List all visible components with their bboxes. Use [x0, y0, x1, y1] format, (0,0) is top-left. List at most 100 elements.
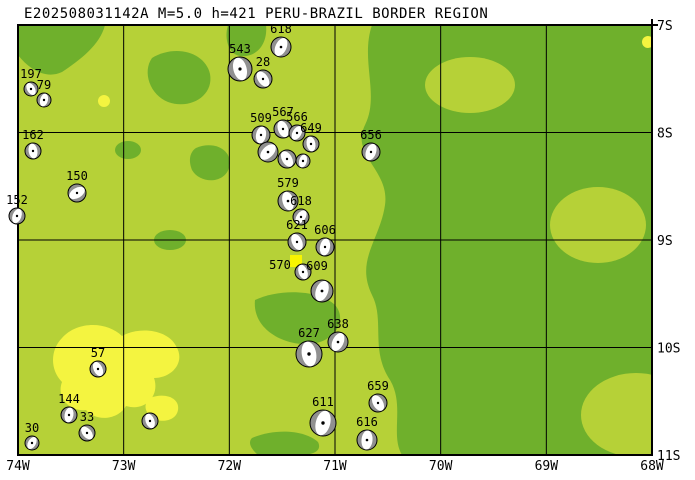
beachball-axis-dot — [96, 367, 100, 371]
focal-mechanism — [23, 81, 39, 97]
beachball-axis-dot — [30, 441, 34, 445]
terrain-highland-topcenter — [147, 51, 211, 105]
event-label: 618 — [290, 194, 312, 208]
event-label: 509 — [250, 111, 272, 125]
graticule — [18, 25, 652, 455]
beachball-axis-dot — [285, 157, 289, 161]
focal-mechanism — [89, 360, 107, 378]
focal-mechanism — [67, 183, 87, 203]
beachball-axis-dot — [148, 419, 152, 423]
focal-mechanism — [227, 56, 253, 82]
focal-mechanism — [253, 69, 273, 89]
event-label: 618 — [270, 22, 292, 36]
event-label: 152 — [6, 193, 28, 207]
focal-mechanism — [315, 237, 335, 257]
event-label: 649 — [300, 121, 322, 135]
beachball-axis-dot — [238, 67, 242, 71]
focal-mechanism — [287, 232, 307, 252]
event-label: 656 — [360, 128, 382, 142]
latitude-label: 7S — [657, 19, 673, 34]
focal-mechanism — [24, 435, 40, 451]
focal-mechanism — [277, 190, 299, 212]
event-label: 543 — [229, 42, 251, 56]
focal-mechanism — [294, 263, 312, 281]
focal-mechanism — [24, 142, 42, 160]
beachball-axis-dot — [67, 413, 71, 417]
event-label: 616 — [356, 415, 378, 429]
longitude-label: 74W — [6, 459, 30, 474]
longitude-label: 70W — [429, 459, 453, 474]
longitude-label: 73W — [112, 459, 136, 474]
event-label: 144 — [58, 392, 80, 406]
event-label: 150 — [66, 169, 88, 183]
beachball-axis-dot — [15, 214, 19, 218]
beachball-axis-dot — [286, 199, 290, 203]
beachball-axis-dot — [85, 431, 89, 435]
beachball-axis-dot — [321, 421, 325, 425]
beachball-axis-dot — [31, 149, 35, 153]
event-label: 57 — [91, 346, 105, 360]
terrain-lowland-hole — [581, 373, 652, 455]
longitude-label: 72W — [218, 459, 242, 474]
beachball-axis-dot — [42, 98, 46, 102]
latitude-label: 10S — [657, 342, 680, 357]
terrain-highland-patch — [226, 25, 267, 57]
focal-mechanism — [327, 331, 349, 353]
beachball-axis-dot — [266, 150, 270, 154]
terrain-highland-patch — [189, 145, 230, 181]
beachball-axis-dot — [259, 133, 263, 137]
terrain-yellow-spot — [98, 95, 110, 107]
beachball-axis-dot — [261, 77, 265, 81]
focal-mechanism — [356, 429, 378, 451]
event-label: 579 — [277, 176, 299, 190]
beachball-axis-dot — [295, 240, 299, 244]
event-label: 162 — [22, 128, 44, 142]
focal-mechanism — [310, 279, 334, 303]
map-frame — [17, 24, 653, 456]
event-label: 606 — [314, 223, 336, 237]
map-title: E202508031142A M=5.0 h=421 PERU-BRAZIL B… — [24, 6, 488, 22]
latitude-axis: 7S 8S 9S 10S 11S — [657, 19, 680, 464]
longitude-label: 71W — [323, 459, 347, 474]
longitude-axis: 74W 73W 72W 71W 70W 69W 68W — [6, 459, 664, 474]
beachball-axis-dot — [301, 159, 305, 163]
focal-mechanism — [251, 125, 271, 145]
event-label: 33 — [80, 410, 94, 424]
event-label: 570 — [269, 258, 291, 272]
longitude-label: 69W — [535, 459, 559, 474]
beachball-axis-dot — [376, 401, 380, 405]
focal-mechanism — [361, 142, 381, 162]
longitude-label: 68W — [640, 459, 664, 474]
focal-mechanism — [277, 149, 297, 169]
event-label: 611 — [312, 395, 334, 409]
focal-mechanism — [270, 36, 292, 58]
latitude-label: 8S — [657, 127, 673, 142]
event-label: 627 — [298, 326, 320, 340]
terrain-lowland-hole — [425, 57, 515, 113]
event-label: 197 — [20, 67, 42, 81]
beachball-axis-dot — [323, 245, 327, 249]
event-label: 621 — [286, 218, 308, 232]
focal-mechanism — [295, 153, 311, 169]
event-label: 659 — [367, 379, 389, 393]
beachball-axis-dot — [301, 270, 305, 274]
focal-mechanism — [288, 124, 306, 142]
terrain-highland-bottom — [250, 431, 320, 455]
beachball-axis-dot — [281, 127, 285, 131]
latitude-label: 9S — [657, 234, 673, 249]
focal-mechanisms-layer — [8, 36, 388, 451]
event-label: 566 — [286, 110, 308, 124]
beachball-axis-dot — [336, 340, 340, 344]
beachball-axis-dot — [295, 131, 299, 135]
focal-mechanism — [295, 340, 323, 368]
event-label: 79 — [37, 78, 51, 92]
beachball-axis-dot — [320, 289, 324, 293]
event-label: 609 — [306, 259, 328, 273]
beachball-axis-dot — [75, 191, 79, 195]
focal-mechanism — [309, 409, 337, 437]
event-label: 28 — [256, 55, 270, 69]
terrain-yellow-southwest — [53, 325, 180, 418]
